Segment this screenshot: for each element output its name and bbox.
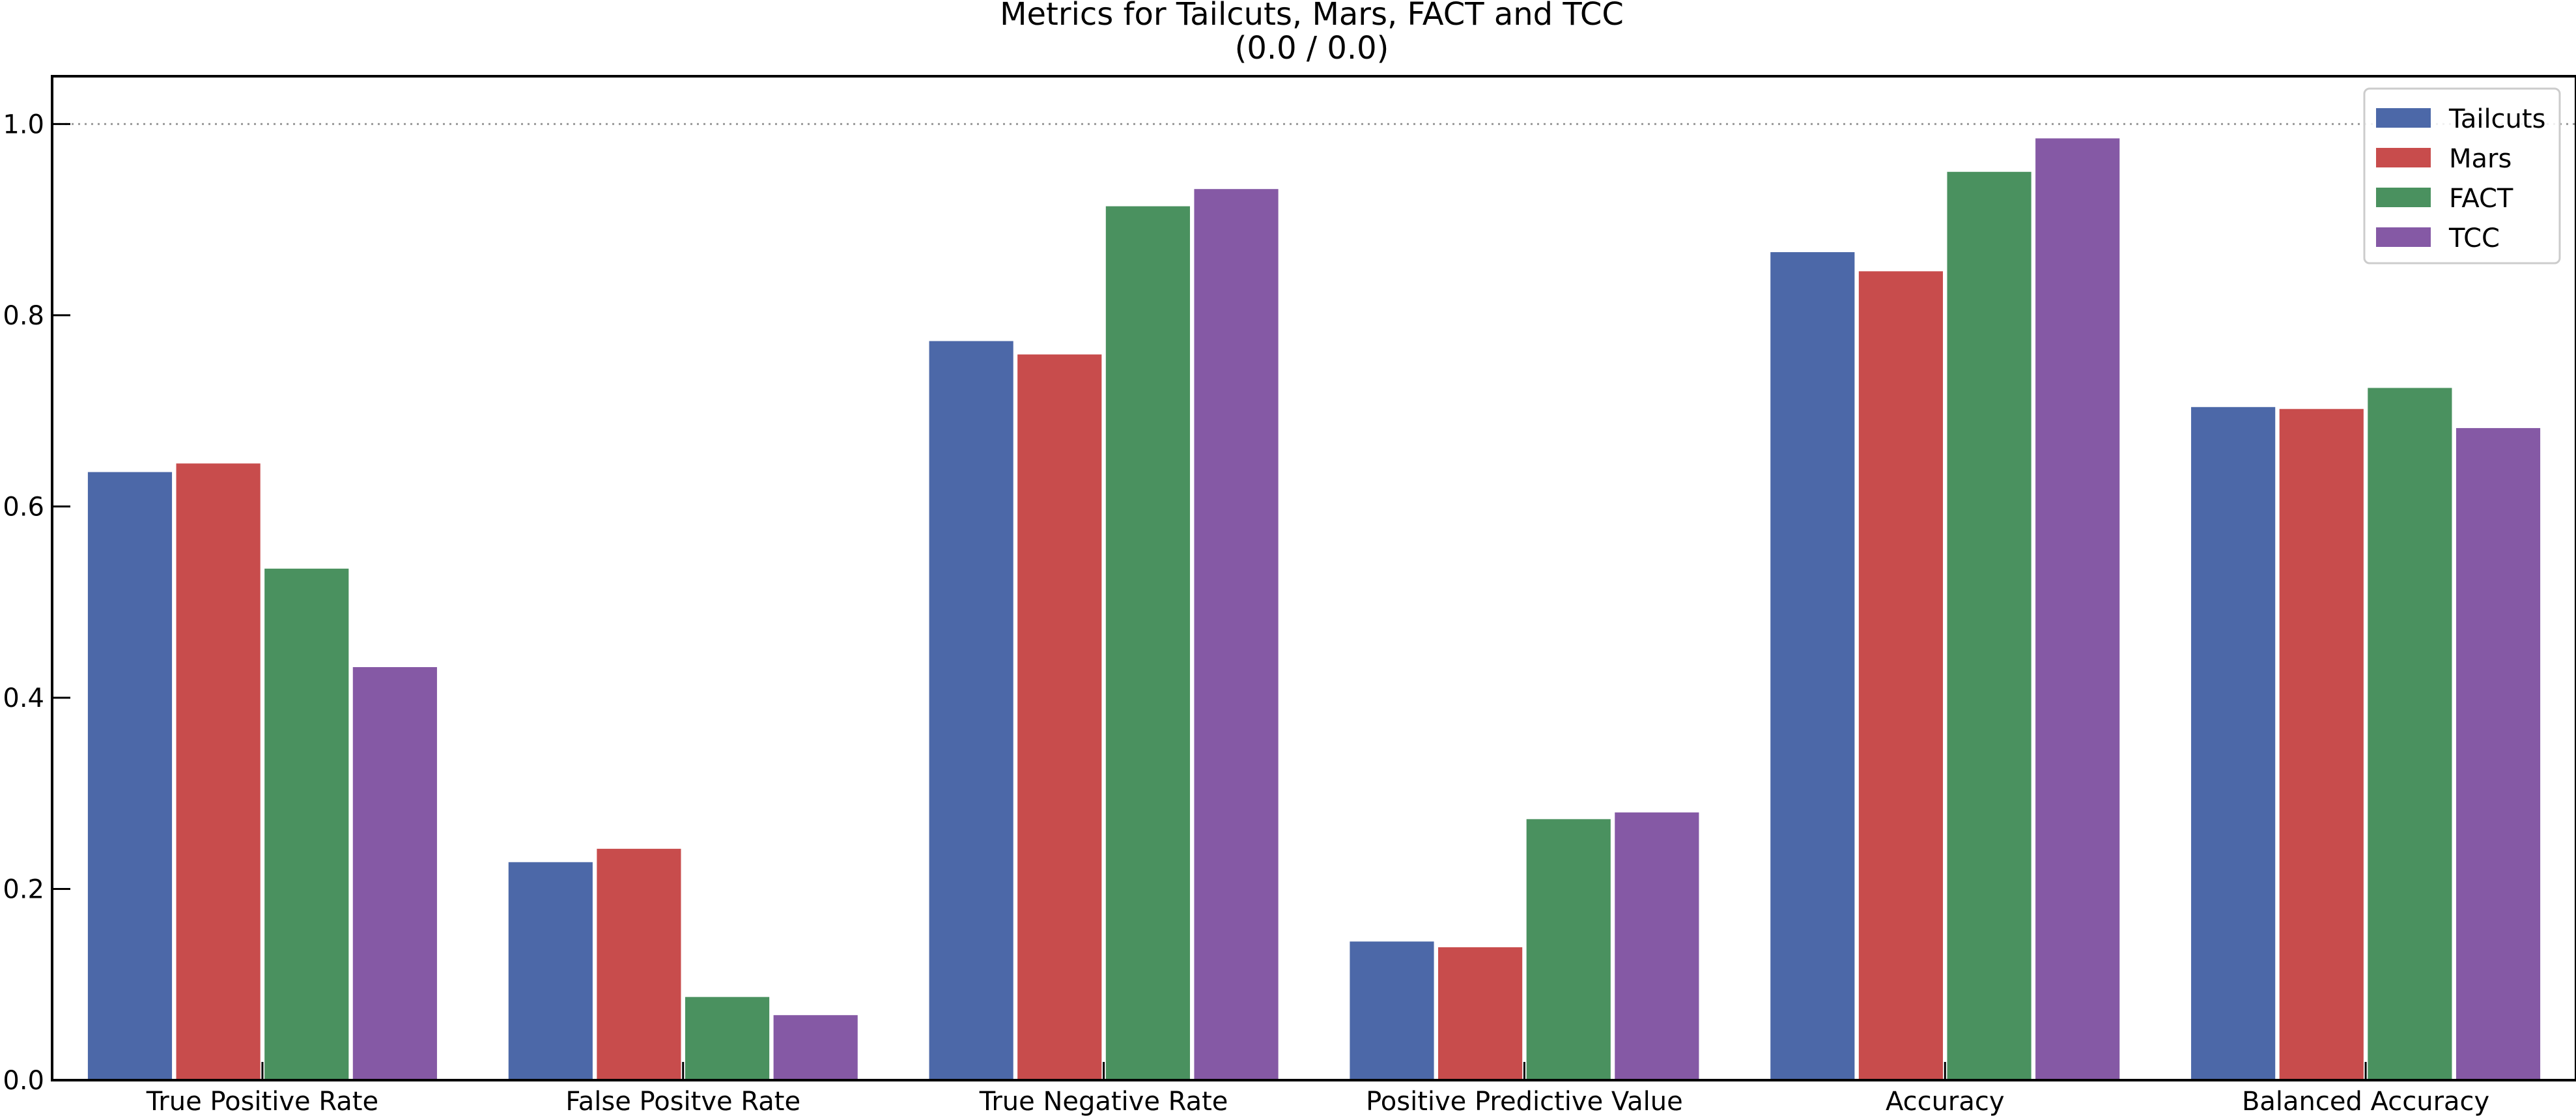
- y-tick-label: 0.0: [3, 1066, 44, 1096]
- legend-swatch-mars: [2376, 148, 2431, 167]
- y-tick-label: 0.8: [3, 301, 44, 331]
- legend-label-fact: FACT: [2449, 184, 2513, 214]
- legend-label-tcc: TCC: [2448, 223, 2500, 253]
- y-tick-label: 1.0: [3, 109, 44, 139]
- chart-title: Metrics for Tailcuts, Mars, FACT and TCC: [1000, 0, 1624, 33]
- y-tick-label: 0.2: [3, 874, 44, 904]
- y-tick-label: 0.6: [3, 492, 44, 522]
- bar-mars-2: [597, 848, 681, 1080]
- axes-frame: [51, 75, 2576, 1081]
- legend-box: [2363, 87, 2561, 265]
- bar-tcc-2: [773, 1015, 858, 1080]
- bar-tailcuts-2: [508, 862, 593, 1080]
- bar-tailcuts-5: [1770, 252, 1855, 1081]
- x-tick-label: True Positive Rate: [146, 1087, 378, 1116]
- bar-tailcuts-4: [1350, 941, 1434, 1080]
- legend-label-mars: Mars: [2449, 144, 2512, 174]
- y-tick-label: 0.4: [3, 683, 44, 713]
- legend: Tailcuts Mars FACT TCC: [2363, 87, 2561, 265]
- plot-area: True Positive Rate False Positve Rate True…: [3, 75, 2576, 1116]
- x-tick-label: Accuracy: [1886, 1087, 2005, 1116]
- legend-swatch-tcc: [2376, 227, 2431, 247]
- bar-tailcuts-1: [87, 472, 173, 1080]
- bar-fact-4: [1526, 819, 1611, 1080]
- bar-fact-5: [1947, 171, 2031, 1080]
- x-tick-label: False Positve Rate: [565, 1087, 800, 1116]
- bar-tcc-3: [1194, 189, 1279, 1080]
- bar-mars-3: [1017, 354, 1102, 1080]
- bar-tcc-1: [352, 666, 437, 1080]
- chart-subtitle: (0.0 / 0.0): [1235, 30, 1389, 66]
- bar-fact-3: [1105, 206, 1190, 1080]
- bar-tcc-6: [2456, 428, 2541, 1080]
- bar-fact-2: [685, 997, 770, 1080]
- bar-mars-4: [1438, 947, 1523, 1080]
- bar-mars-6: [2279, 408, 2364, 1080]
- bar-mars-5: [1858, 271, 1944, 1080]
- bar-tailcuts-6: [2191, 407, 2276, 1081]
- legend-label-tailcuts: Tailcuts: [2448, 104, 2545, 134]
- x-tick-label: Positive Predictive Value: [1366, 1087, 1683, 1116]
- x-tick-label: True Negative Rate: [979, 1087, 1228, 1116]
- legend-swatch-tailcuts: [2376, 108, 2431, 128]
- x-tick-label: Balanced Accuracy: [2242, 1087, 2489, 1116]
- bar-tcc-5: [2035, 138, 2120, 1080]
- bar-tailcuts-3: [929, 341, 1013, 1080]
- legend-swatch-fact: [2376, 188, 2431, 207]
- bar-mars-1: [176, 463, 261, 1080]
- bar-tcc-4: [1615, 812, 1699, 1080]
- bar-fact-6: [2368, 388, 2452, 1080]
- bar-fact-1: [264, 568, 349, 1080]
